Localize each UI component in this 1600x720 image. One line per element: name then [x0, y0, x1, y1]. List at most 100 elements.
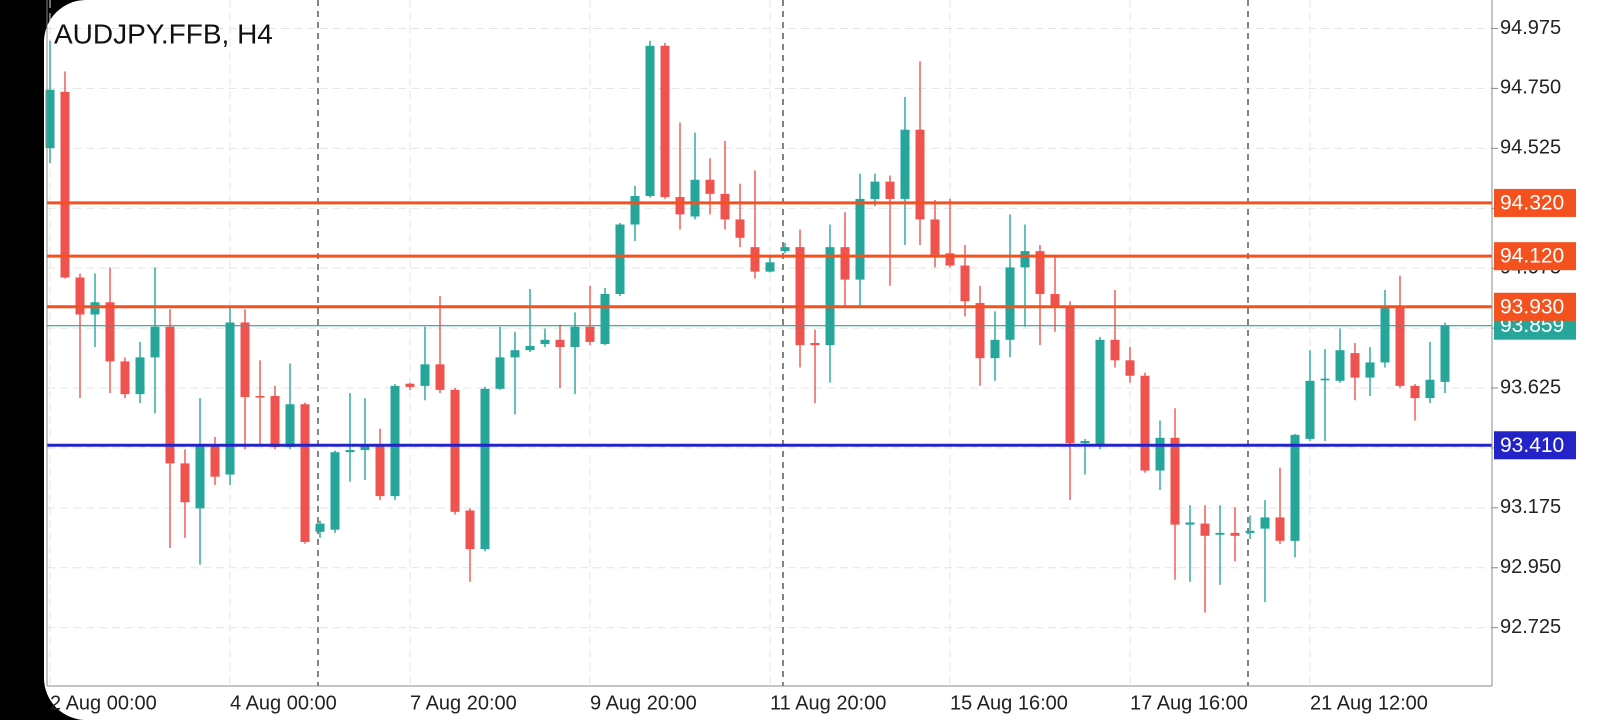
candle-body: [1200, 523, 1210, 536]
candle-body: [285, 404, 295, 448]
candle-body: [885, 181, 895, 199]
y-tick-label: 94.525: [1500, 137, 1561, 159]
x-tick-label: 9 Aug 20:00: [590, 692, 697, 714]
candle-body: [1290, 434, 1300, 541]
price-level-label: 93.410: [1500, 434, 1564, 457]
candle-body: [315, 523, 325, 532]
candle-body: [1365, 362, 1375, 378]
candle-body: [75, 277, 85, 315]
candle-body: [1425, 379, 1435, 399]
grid: [47, 0, 1492, 686]
candle-body: [1065, 306, 1075, 444]
y-tick-label: 94.750: [1500, 77, 1561, 99]
candle-body: [990, 339, 1000, 359]
candle-body: [270, 395, 280, 448]
candle-body: [450, 389, 460, 512]
candle-body: [210, 444, 220, 477]
candle-body: [540, 339, 550, 345]
candle-body: [855, 198, 865, 280]
candle-body: [120, 361, 130, 395]
candle-body: [660, 45, 670, 198]
candle-body: [180, 463, 190, 503]
y-tick-label: 93.175: [1500, 496, 1561, 518]
candle-body: [645, 45, 655, 196]
price-level-label: 93.930: [1500, 295, 1564, 318]
candle-body: [870, 181, 880, 199]
candle-body: [1125, 360, 1135, 376]
candle-body: [945, 253, 955, 266]
candle-body: [720, 193, 730, 220]
candle-body: [1215, 532, 1225, 535]
candle-body: [975, 303, 985, 359]
x-tick-label: 4 Aug 00:00: [230, 692, 337, 714]
price-level-label-bg: [1494, 431, 1576, 460]
candle-body: [1335, 350, 1345, 381]
x-tick-label: 11 Aug 20:00: [770, 692, 886, 714]
candle-body: [1050, 294, 1060, 307]
candle-body: [195, 444, 205, 509]
y-tick-label: 92.950: [1500, 556, 1561, 578]
candle-body: [60, 91, 70, 278]
candle-body: [1095, 339, 1105, 445]
candle-body: [1260, 517, 1270, 529]
candle-body: [435, 364, 445, 390]
candle-body: [690, 179, 700, 217]
candle-body: [390, 385, 400, 497]
candle-body: [1035, 251, 1045, 294]
candle-body: [90, 302, 100, 315]
candle-body: [345, 450, 355, 453]
candle-body: [495, 357, 505, 389]
candle-body: [630, 196, 640, 225]
price-level-label-bg: [1494, 242, 1576, 271]
candle-body: [930, 219, 940, 256]
candle-body: [1170, 437, 1180, 525]
candle-body: [375, 446, 385, 497]
candle-body: [600, 294, 610, 345]
candle-body: [705, 179, 715, 194]
x-tick-label: 2 Aug 00:00: [50, 692, 157, 714]
candle-body: [735, 219, 745, 238]
candle-body: [465, 510, 475, 550]
x-tick-label: 15 Aug 16:00: [950, 692, 1068, 714]
candle-body: [1350, 353, 1360, 378]
screen: [44, 0, 1600, 720]
candle-body: [480, 388, 490, 550]
candle-body: [675, 197, 685, 215]
candle-body: [1440, 325, 1450, 382]
x-tick-label: 17 Aug 16:00: [1130, 692, 1248, 714]
candle-body: [525, 345, 535, 351]
candle-body: [810, 343, 820, 346]
candle-body: [1080, 441, 1090, 444]
candle-body: [240, 322, 250, 398]
candle-body: [900, 129, 910, 199]
candle-body: [1410, 385, 1420, 399]
candle-body: [300, 404, 310, 542]
price-level-label: 94.320: [1500, 191, 1564, 214]
candle-body: [510, 350, 520, 358]
candle-body: [1230, 532, 1240, 536]
candle-body: [225, 322, 235, 475]
candle-body: [255, 395, 265, 398]
candle-body: [1140, 375, 1150, 471]
candle-body: [1245, 530, 1255, 533]
price-level-label: 94.120: [1500, 245, 1564, 268]
candle-body: [1395, 306, 1405, 386]
candle-body: [1110, 339, 1120, 361]
candle-body: [780, 247, 790, 252]
chart-title: AUDJPY.FFB, H4: [54, 18, 273, 49]
candle-body: [45, 89, 55, 149]
candle-body: [570, 326, 580, 347]
candle-body: [1185, 522, 1195, 525]
candle-body: [960, 265, 970, 302]
candle-body: [1020, 251, 1030, 268]
candles: [45, 40, 1450, 613]
candle-body: [555, 339, 565, 347]
candle-body: [1005, 267, 1015, 340]
candle-body: [330, 452, 340, 530]
candle-body: [585, 326, 595, 342]
x-tick-label: 21 Aug 12:00: [1310, 692, 1428, 714]
candle-body: [615, 224, 625, 294]
